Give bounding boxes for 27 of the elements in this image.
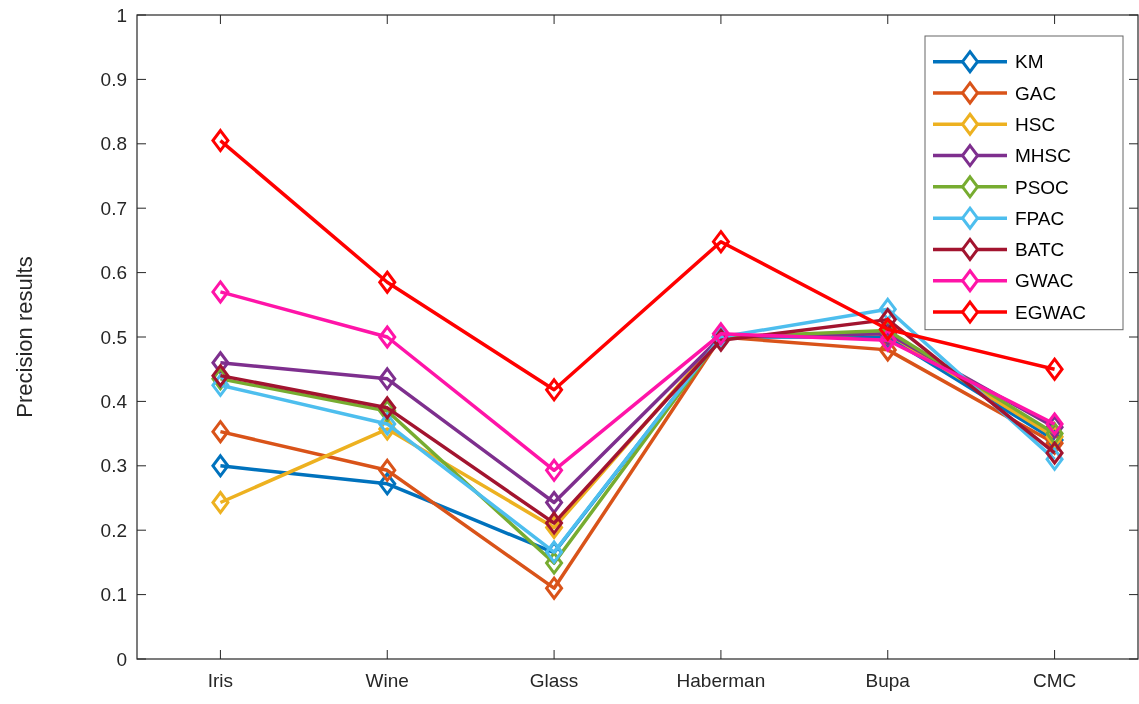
legend-label: PSOC xyxy=(1015,176,1069,198)
legend-label: FPAC xyxy=(1015,207,1065,229)
x-tick-label: Wine xyxy=(365,670,409,691)
y-tick-label: 0.5 xyxy=(100,326,127,348)
y-tick-label: 0 xyxy=(116,648,127,670)
legend-label: GAC xyxy=(1015,82,1057,104)
legend-label: MHSC xyxy=(1015,145,1071,167)
x-tick-label: CMC xyxy=(1032,670,1077,691)
legend-label: HSC xyxy=(1015,113,1056,135)
legend-label: KM xyxy=(1015,51,1044,73)
x-tick-label: Haberman xyxy=(676,670,766,691)
legend-label: EGWAC xyxy=(1015,301,1087,323)
y-tick-label: 0.3 xyxy=(100,455,127,477)
y-tick-label: 0.2 xyxy=(100,519,127,541)
y-tick-label: 0.1 xyxy=(100,584,127,606)
y-tick-label: 0.7 xyxy=(100,197,127,219)
x-tick-label: Iris xyxy=(207,670,234,691)
x-tick-label: Glass xyxy=(529,670,579,691)
y-axis-title: Precision results xyxy=(12,256,37,418)
y-tick-label: 0.6 xyxy=(100,262,127,284)
x-tick-label: Bupa xyxy=(865,670,911,691)
y-tick-label: 0.4 xyxy=(100,391,128,413)
y-tick-label: 0.8 xyxy=(100,133,127,155)
y-tick-label: 1 xyxy=(116,4,127,26)
legend-label: BATC xyxy=(1015,239,1065,261)
legend-label: GWAC xyxy=(1015,270,1074,292)
y-tick-label: 0.9 xyxy=(100,69,127,91)
